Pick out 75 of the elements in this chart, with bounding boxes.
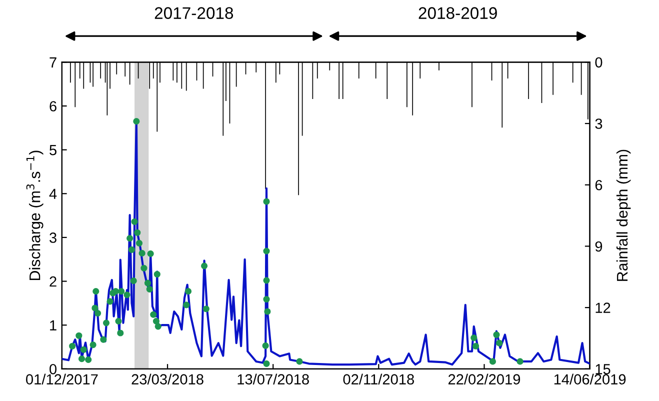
point bbox=[90, 342, 96, 348]
point bbox=[154, 270, 160, 278]
x-tick-label: 02/11/2018 bbox=[343, 374, 414, 384]
point bbox=[78, 356, 86, 362]
point bbox=[262, 342, 269, 349]
point bbox=[144, 280, 152, 286]
point bbox=[69, 342, 76, 350]
point bbox=[106, 298, 114, 305]
point bbox=[140, 264, 148, 272]
text: 2018-2019 bbox=[418, 7, 497, 19]
point bbox=[102, 320, 110, 326]
y-tick-label: 2 bbox=[50, 276, 56, 287]
point bbox=[296, 358, 303, 365]
point bbox=[150, 311, 157, 318]
point bbox=[136, 240, 143, 246]
point bbox=[183, 302, 190, 308]
point bbox=[146, 286, 153, 292]
point bbox=[202, 306, 210, 312]
point bbox=[154, 323, 162, 330]
y-tick-label: 6 bbox=[50, 101, 56, 112]
point bbox=[516, 358, 524, 365]
x-tick-label: 23/03/2018 bbox=[132, 374, 204, 384]
point bbox=[115, 318, 122, 324]
y2-tick-label: 12 bbox=[596, 302, 610, 313]
point bbox=[263, 277, 270, 284]
point bbox=[472, 342, 480, 350]
y-axis-title: Discharge (m$^{3}$.s$^{−1}$) bbox=[26, 150, 44, 280]
y2-axis-title: Rainfall depth (mm) bbox=[616, 150, 631, 281]
y2-tick-label: 6 bbox=[595, 180, 602, 190]
point bbox=[264, 308, 271, 315]
point bbox=[489, 358, 496, 365]
point bbox=[470, 334, 478, 342]
text: 2017-2018 bbox=[154, 7, 234, 19]
y2-tick-label: 0 bbox=[595, 57, 602, 68]
point bbox=[100, 336, 107, 343]
point bbox=[92, 288, 100, 295]
point bbox=[130, 278, 137, 284]
point bbox=[263, 296, 270, 303]
point bbox=[496, 340, 503, 346]
point bbox=[200, 262, 208, 270]
point bbox=[92, 304, 98, 312]
point bbox=[134, 229, 141, 236]
point bbox=[133, 118, 140, 125]
y-tick-label: 0 bbox=[50, 364, 57, 374]
point bbox=[131, 218, 138, 225]
y-tick-label: 1 bbox=[50, 320, 56, 330]
point bbox=[263, 360, 270, 367]
point bbox=[493, 331, 500, 338]
point bbox=[184, 288, 192, 295]
point bbox=[76, 332, 82, 339]
point bbox=[94, 310, 102, 317]
point bbox=[124, 292, 130, 298]
point bbox=[80, 346, 87, 353]
point bbox=[118, 288, 125, 295]
x-tick-label: 01/12/2017 bbox=[26, 374, 98, 384]
point bbox=[126, 235, 134, 242]
point bbox=[128, 246, 135, 254]
point bbox=[117, 330, 124, 336]
y2-tick-label: 15 bbox=[596, 364, 610, 374]
y-tick-label: 5 bbox=[50, 145, 56, 156]
x-tick-label: 13/07/2018 bbox=[238, 374, 309, 384]
point bbox=[147, 250, 154, 257]
point bbox=[85, 356, 92, 364]
point bbox=[138, 250, 146, 257]
y2-tick-label: 9 bbox=[595, 241, 602, 252]
y2-tick-label: 3 bbox=[595, 118, 602, 129]
point bbox=[152, 318, 160, 324]
x-tick-label: 22/02/2019 bbox=[448, 374, 520, 384]
x-tick-label: 14/06/2019 bbox=[554, 374, 626, 384]
point bbox=[263, 198, 270, 205]
y-tick-label: 7 bbox=[50, 57, 56, 68]
y-tick-label: 4 bbox=[49, 188, 57, 199]
y-tick-label: 3 bbox=[50, 232, 56, 243]
point bbox=[263, 248, 270, 254]
point bbox=[112, 288, 119, 295]
